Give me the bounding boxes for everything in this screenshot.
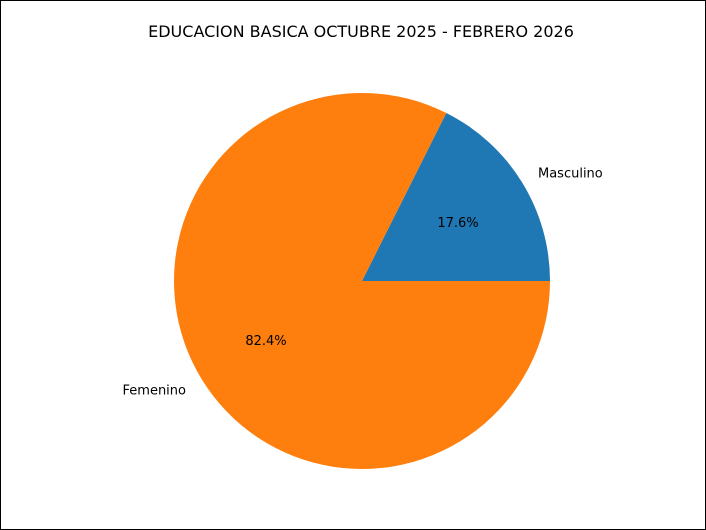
slice-label-femenino: Femenino xyxy=(123,384,187,399)
pie-slices xyxy=(174,93,550,469)
slice-percent-masculino: 17.6% xyxy=(437,216,478,231)
chart-title: EDUCACION BASICA OCTUBRE 2025 - FEBRERO … xyxy=(148,22,574,41)
slice-percent-femenino: 82.4% xyxy=(245,334,286,349)
slice-label-masculino: Masculino xyxy=(538,166,603,181)
